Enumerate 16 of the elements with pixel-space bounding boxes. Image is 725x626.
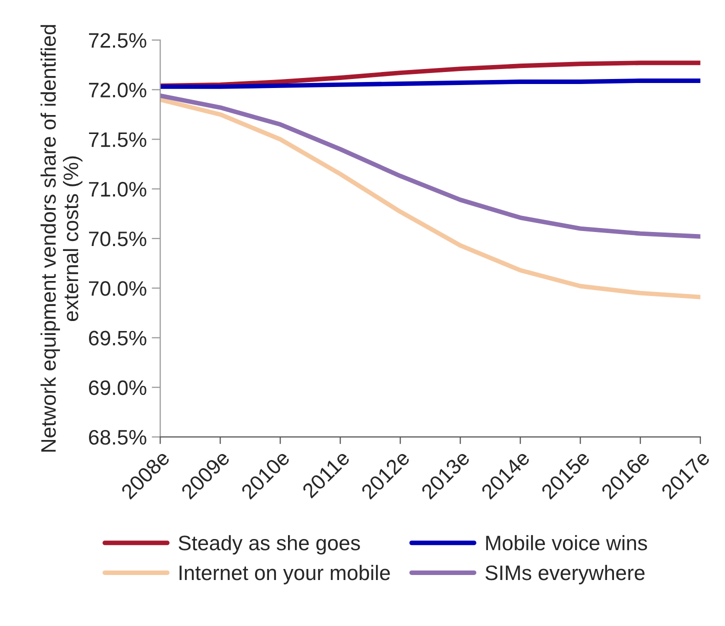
y-tick-label: 69.0%	[89, 380, 146, 396]
y-tick-label: 70.0%	[89, 281, 146, 296]
y-tick-label: 69.5%	[89, 330, 146, 346]
y-tick-label: 71.0%	[89, 182, 146, 197]
legend-label: Steady as she goes	[178, 535, 360, 554]
y-tick-label: 72.0%	[89, 82, 146, 98]
y-tick-label: 71.5%	[89, 132, 146, 148]
y-tick-label: 68.5%	[89, 430, 146, 445]
legend-label: Internet on your mobile	[180, 564, 390, 584]
line-series	[160, 93, 700, 239]
legend-label: Mobile voice wins	[486, 535, 648, 550]
y-axis-title: Network equipment vendors share of identified external costs (%)	[40, 25, 82, 452]
legend-label: SIMs everywhere	[485, 564, 645, 584]
line-series	[160, 97, 700, 300]
y-tick-label: 72.5%	[89, 33, 146, 48]
y-tick-label: 70.5%	[89, 232, 146, 246]
